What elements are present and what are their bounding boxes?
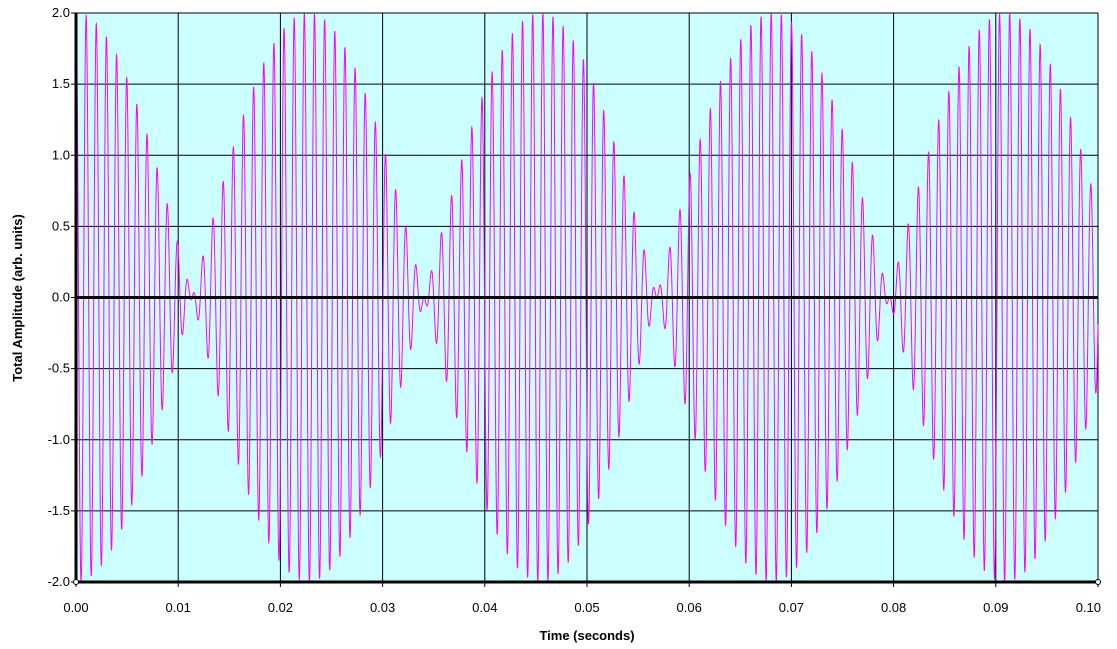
x-tick-label: 0.07	[779, 600, 804, 615]
y-tick-label: -2.0	[48, 574, 70, 589]
x-tick-label: 0.08	[881, 600, 906, 615]
y-tick-label: -0.5	[48, 361, 70, 376]
x-tick-label: 0.05	[574, 600, 599, 615]
y-tick-labels: 2.0 1.5 1.0 0.5 0.0 -0.5 -1.0 -1.5 -2.0	[48, 5, 70, 589]
x-tick-label: 0.04	[472, 600, 497, 615]
y-axis-title: Total Amplitude (arb. units)	[10, 214, 25, 382]
x-axis-title: Time (seconds)	[539, 628, 634, 643]
axes	[71, 12, 1101, 587]
x-tick-labels: 0.00 0.01 0.02 0.03 0.04 0.05 0.06 0.07 0.08 0.09…	[63, 600, 1101, 615]
x-tick-label: 0.01	[166, 600, 191, 615]
y-tick-label: 1.0	[52, 147, 70, 162]
x-tick-label: 0.06	[677, 600, 702, 615]
origin-marker	[73, 579, 79, 585]
y-tick-label: 0.5	[52, 218, 70, 233]
end-marker	[1095, 579, 1101, 585]
signal-line	[75, 12, 1099, 584]
x-tick-label: 0.09	[983, 600, 1008, 615]
x-tick-label: 0.00	[63, 600, 88, 615]
y-tick-label: 0.0	[52, 290, 70, 305]
x-tick-label: 0.03	[370, 600, 395, 615]
y-tick-label: 2.0	[52, 5, 70, 20]
y-tick-label: 1.5	[52, 76, 70, 91]
y-tick-label: -1.5	[48, 503, 70, 518]
y-tick-label: -1.0	[48, 432, 70, 447]
x-tick-label: 0.10	[1076, 600, 1101, 615]
x-tick-label: 0.02	[268, 600, 293, 615]
